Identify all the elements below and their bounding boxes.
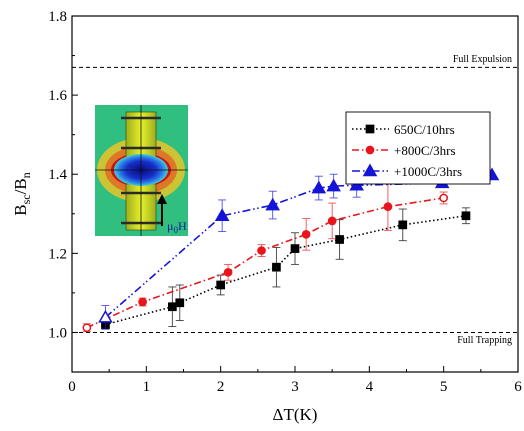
reference-lines xyxy=(72,66,518,333)
series-1-point-1 xyxy=(138,297,147,307)
series-1-point-3 xyxy=(257,246,266,255)
y-tick-label-0: 1.0 xyxy=(48,325,67,341)
inset-field-label: μ0H xyxy=(167,219,187,235)
series-1-point-4 xyxy=(301,229,311,239)
x-axis: 0 1 2 3 4 5 6 xyxy=(68,366,522,395)
y-tick-label-2: 1.4 xyxy=(48,167,67,183)
inset-field-map xyxy=(95,105,188,236)
series-1-point-2 xyxy=(223,267,233,277)
x-tick-label-3: 3 xyxy=(291,379,299,395)
y-axis: 1.0 1.2 1.4 1.6 1.8 xyxy=(48,9,78,373)
series-0-point-8 xyxy=(461,211,471,221)
series-1-point-0 xyxy=(82,323,92,333)
legend-marker-1 xyxy=(365,145,375,155)
full-trapping-label: Full Trapping xyxy=(457,335,512,346)
legend-marker-0 xyxy=(365,124,375,134)
legend: 650C/10hrs +800C/3hrs +1000C/3hrs xyxy=(345,111,491,185)
series-2-point-2 xyxy=(265,197,280,211)
series-2 xyxy=(98,167,500,330)
series-0-point-5 xyxy=(290,244,300,253)
series-0-point-7 xyxy=(398,220,408,230)
x-tick-label-2: 2 xyxy=(217,379,225,395)
legend-marker-2 xyxy=(362,163,378,177)
x-tick-label-1: 1 xyxy=(143,379,151,395)
series-0-point-1 xyxy=(168,302,177,312)
series-0-point-3 xyxy=(216,280,226,290)
series-0-point-2 xyxy=(175,298,185,308)
series-0-point-6 xyxy=(335,235,344,244)
x-tick-label-5: 5 xyxy=(440,379,448,395)
series-2-point-1 xyxy=(214,208,230,222)
y-tick-label-3: 1.6 xyxy=(48,88,67,104)
series-2-point-3 xyxy=(311,180,327,194)
series-0-point-4 xyxy=(272,262,281,272)
legend-label-1: +800C/3hrs xyxy=(394,143,456,158)
series-1-line xyxy=(86,197,444,329)
x-tick-label-0: 0 xyxy=(68,379,76,395)
series-1-point-5 xyxy=(327,216,337,226)
full-expulsion-label: Full Expulsion xyxy=(453,54,512,65)
series-1-point-7 xyxy=(439,193,449,203)
series-2-line xyxy=(104,174,493,319)
y-axis-title: Bsc/Bn xyxy=(11,172,33,215)
x-tick-label-6: 6 xyxy=(514,379,522,395)
x-axis-title: ΔT(K) xyxy=(273,405,318,424)
series-2-point-4 xyxy=(326,178,341,192)
series-2-point-5 xyxy=(349,177,364,191)
legend-label-0: 650C/10hrs xyxy=(394,122,455,137)
series-1-point-6 xyxy=(383,202,393,212)
legend-label-2: +1000C/3hrs xyxy=(394,164,462,179)
x-tick-label-4: 4 xyxy=(366,379,374,395)
y-tick-label-1: 1.2 xyxy=(48,246,67,262)
series-layer xyxy=(82,167,500,333)
y-tick-label-4: 1.8 xyxy=(48,9,67,25)
series-2-point-0 xyxy=(98,309,113,323)
series-1 xyxy=(82,182,449,333)
